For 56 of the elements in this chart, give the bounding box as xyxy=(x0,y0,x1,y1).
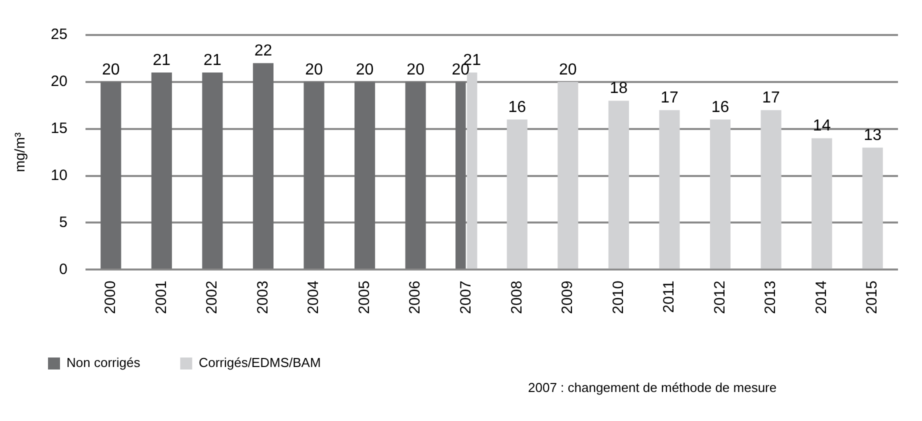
y-tick-label: 20 xyxy=(50,73,68,90)
x-tick-label: 2003 xyxy=(254,280,272,314)
data-label: 17 xyxy=(762,89,780,106)
x-tick-label: 2011 xyxy=(660,280,678,313)
y-tick-label: 15 xyxy=(50,120,68,137)
bar xyxy=(812,138,832,269)
data-label: 14 xyxy=(812,118,831,135)
bar xyxy=(608,100,629,269)
data-label: 20 xyxy=(305,61,324,78)
x-tick-label: 2013 xyxy=(762,280,780,314)
y-tick-label: 25 xyxy=(50,26,68,44)
x-tick-label: 2002 xyxy=(204,280,221,314)
x-tick-label: 2004 xyxy=(305,280,322,314)
data-label: 16 xyxy=(508,98,526,116)
data-label: 20 xyxy=(356,61,374,78)
x-tick-label: 2014 xyxy=(812,280,830,314)
bar xyxy=(862,148,883,269)
bar xyxy=(100,82,122,269)
data-label: 21 xyxy=(204,52,222,69)
y-axis-title: mg/m³ xyxy=(11,132,28,172)
y-tick-label: 10 xyxy=(50,166,68,184)
data-label: 22 xyxy=(254,42,272,60)
y-tick-label: 5 xyxy=(59,214,68,231)
data-label: 18 xyxy=(610,80,628,98)
x-tick-label: 2008 xyxy=(508,280,526,314)
data-label: 20 xyxy=(406,61,425,78)
x-tick-label: 2006 xyxy=(406,280,424,314)
data-label: 20 xyxy=(559,61,577,78)
bar xyxy=(354,82,376,269)
bar xyxy=(659,110,680,269)
x-tick-label: 2007 xyxy=(457,280,474,314)
x-tick-label: 2001 xyxy=(152,280,170,314)
bar xyxy=(252,63,274,269)
x-tick-label: 2000 xyxy=(102,280,120,314)
x-tick-label: 2009 xyxy=(559,280,576,314)
text: 2007 : changement de méthode de mesure xyxy=(528,380,778,395)
bar xyxy=(558,82,578,269)
legend-label: Corrigés/EDMS/BAM xyxy=(198,355,321,370)
bar xyxy=(304,82,324,269)
data-label: 20 xyxy=(102,61,120,78)
data-label: 17 xyxy=(660,89,678,106)
legend-label: Non corrigés xyxy=(66,355,141,370)
x-tick-label: 2010 xyxy=(610,280,627,314)
x-tick-label: 2005 xyxy=(356,280,373,314)
data-label: 13 xyxy=(864,127,882,144)
x-tick-label: 2015 xyxy=(864,280,881,314)
bar xyxy=(202,72,223,269)
bar xyxy=(710,119,731,269)
bar xyxy=(151,72,172,269)
y-tick-label: 0 xyxy=(59,260,68,278)
data-label: 21 xyxy=(152,52,171,69)
bar xyxy=(506,119,528,269)
bar xyxy=(760,110,782,269)
bar xyxy=(405,82,426,269)
data-label: 16 xyxy=(711,98,730,116)
x-tick-label: 2012 xyxy=(711,280,728,314)
